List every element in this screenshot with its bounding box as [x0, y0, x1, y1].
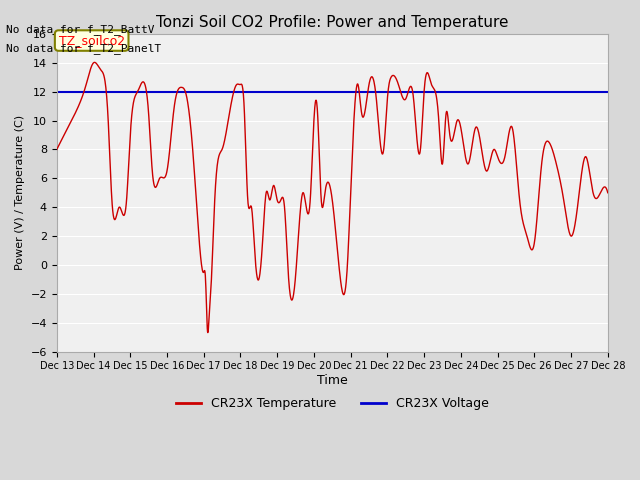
Title: Tonzi Soil CO2 Profile: Power and Temperature: Tonzi Soil CO2 Profile: Power and Temper…	[156, 15, 509, 30]
Legend: CR23X Temperature, CR23X Voltage: CR23X Temperature, CR23X Voltage	[171, 392, 494, 415]
Text: No data for f_T2_BattV: No data for f_T2_BattV	[6, 24, 155, 35]
X-axis label: Time: Time	[317, 374, 348, 387]
Y-axis label: Power (V) / Temperature (C): Power (V) / Temperature (C)	[15, 115, 25, 270]
Text: TZ_soilco2: TZ_soilco2	[59, 34, 125, 47]
Text: No data for f_T2_PanelT: No data for f_T2_PanelT	[6, 43, 162, 54]
